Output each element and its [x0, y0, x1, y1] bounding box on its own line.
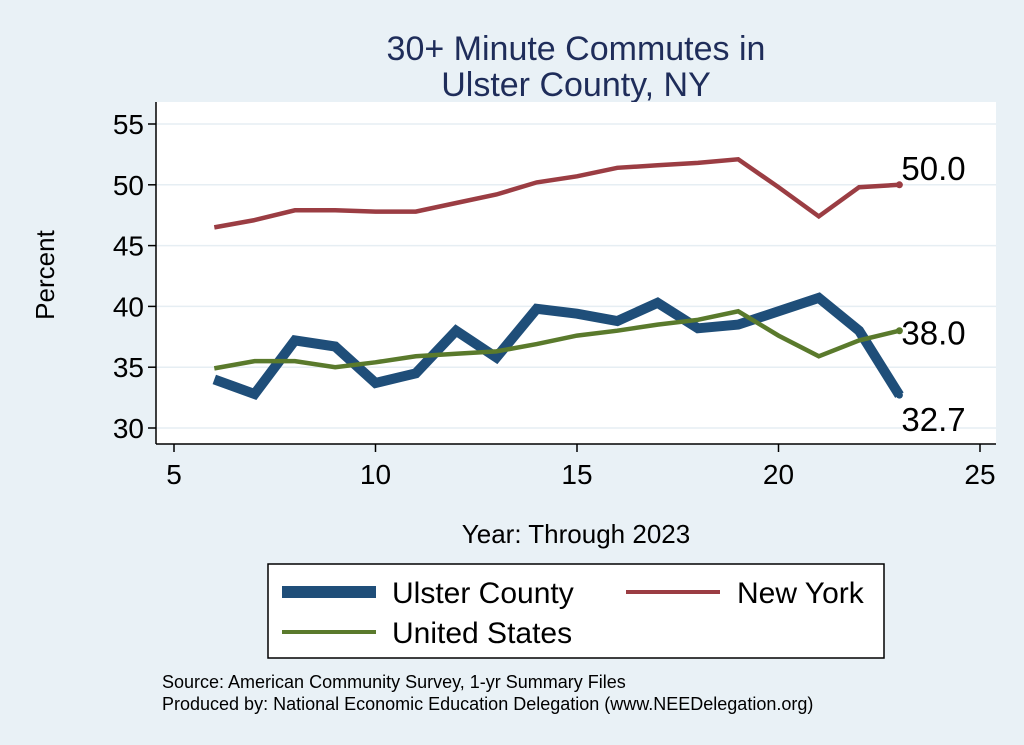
- y-ticks: 30 35 40 45 50 55: [113, 109, 156, 444]
- y-tick-label: 35: [113, 352, 144, 383]
- series-line-new-york: [213, 156, 900, 230]
- legend-box: [267, 563, 885, 659]
- source-note: Source: American Community Survey, 1-yr …: [162, 672, 626, 692]
- y-tick-label: 50: [113, 170, 144, 201]
- x-ticks: 5 10 15 20 25: [166, 444, 996, 490]
- y-tick-label: 30: [113, 413, 144, 444]
- x-axis-title: Year: Through 2023: [462, 519, 690, 549]
- chart-title-line-1: 30+ Minute Commutes in: [387, 30, 766, 68]
- y-tick-label: 40: [113, 291, 144, 322]
- x-tick-label: 5: [166, 459, 182, 490]
- legend-label-ulster-county: Ulster County: [392, 577, 574, 610]
- legend-label-united-states: United States: [392, 617, 572, 650]
- y-tick-label: 45: [113, 231, 144, 262]
- x-tick-label: 15: [561, 459, 592, 490]
- series-layer: [212, 156, 904, 400]
- end-label-new-york: 50.0: [901, 150, 965, 187]
- legend-label-new-york: New York: [737, 577, 865, 610]
- end-point-new-york: [895, 181, 903, 189]
- end-point-ulster-county: [895, 391, 903, 399]
- series-line-ulster-county: [212, 292, 904, 400]
- chart-title-line-2: Ulster County, NY: [441, 66, 711, 104]
- plot-area: [156, 102, 996, 444]
- x-tick-label: 20: [763, 459, 794, 490]
- gridlines: [156, 123, 996, 429]
- series-line-united-states: [213, 308, 900, 371]
- x-tick-label: 10: [360, 459, 391, 490]
- end-label-united-states: 38.0: [901, 315, 965, 352]
- y-axis-title: Percent: [30, 229, 60, 319]
- y-tick-label: 55: [113, 109, 144, 140]
- end-labels: 50.0 32.7 38.0: [895, 150, 966, 438]
- x-tick-label: 25: [964, 459, 995, 490]
- produced-by-note: Produced by: National Economic Education…: [162, 694, 813, 714]
- end-point-united-states: [895, 327, 903, 335]
- end-label-ulster-county: 32.7: [901, 401, 965, 438]
